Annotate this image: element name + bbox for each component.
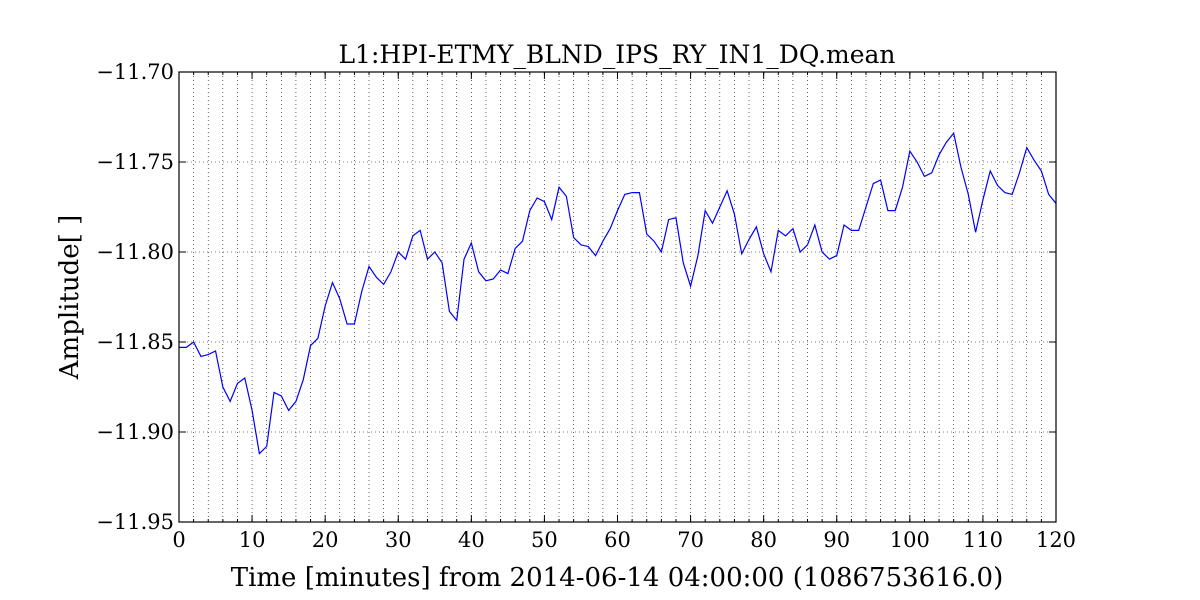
x-tick-label: 40 (458, 528, 485, 552)
x-axis-label: Time [minutes] from 2014-06-14 04:00:00 … (231, 563, 1004, 593)
y-axis-label: Amplitude[ ] (55, 215, 85, 380)
x-tick-label: 80 (750, 528, 777, 552)
x-tick-label: 20 (312, 528, 339, 552)
x-tick-label: 60 (604, 528, 631, 552)
x-tick-label: 110 (963, 528, 1003, 552)
y-tick-label: −11.95 (96, 510, 174, 534)
y-tick-label: −11.75 (96, 150, 174, 174)
series-line (179, 131, 1057, 455)
x-tick-label: 120 (1036, 528, 1076, 552)
x-tick-label: 90 (823, 528, 850, 552)
x-tick-label: 100 (890, 528, 930, 552)
grid-lines (179, 72, 1056, 522)
chart-title: L1:HPI-ETMY_BLND_IPS_RY_IN1_DQ.mean (338, 40, 895, 69)
y-tick-label: −11.80 (96, 240, 174, 264)
x-tick-label: 30 (385, 528, 412, 552)
y-tick-label: −11.90 (96, 420, 174, 444)
plot-area-frame (178, 71, 1057, 523)
x-tick-label: 10 (239, 528, 266, 552)
x-tick-label: 50 (531, 528, 558, 552)
y-tick-label: −11.70 (96, 60, 174, 84)
y-tick-label: −11.85 (96, 330, 174, 354)
x-tick-label: 0 (172, 528, 185, 552)
y-tick-labels: −11.95 −11.90 −11.85 −11.80 −11.75 −11.70 (96, 60, 174, 534)
x-tick-labels: 0 10 20 30 40 50 60 70 80 90 100 110 120 (172, 528, 1076, 552)
x-tick-label: 70 (677, 528, 704, 552)
series-layer (179, 131, 1057, 455)
